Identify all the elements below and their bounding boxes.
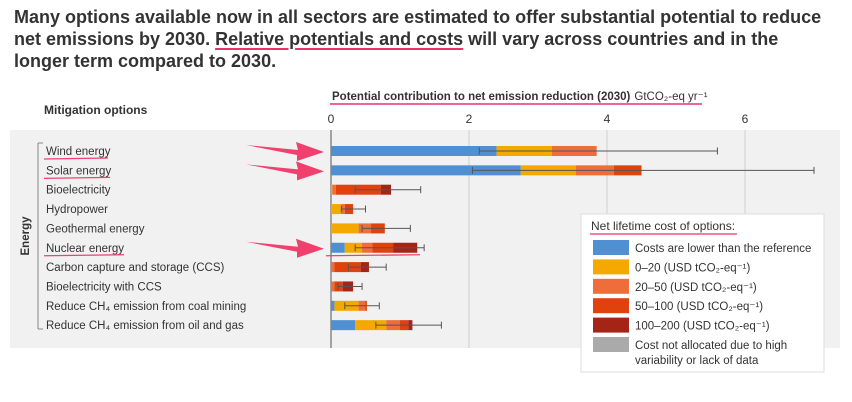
legend-swatch-c100_200 bbox=[593, 317, 629, 333]
group-label-energy: Energy bbox=[20, 216, 32, 256]
bar-segment-c50_100 bbox=[334, 262, 361, 273]
tick-label-6: 6 bbox=[742, 112, 749, 126]
bar-segment-lower bbox=[331, 300, 335, 311]
bar-segment-c0_20 bbox=[355, 320, 387, 331]
headline: Many options available now in all sector… bbox=[14, 6, 834, 72]
legend-label-c0_20: 0–20 (USD tCO₂-eq⁻¹) bbox=[635, 262, 751, 274]
legend-swatch-c0_20 bbox=[593, 259, 629, 275]
category-label: Solar energy bbox=[46, 165, 111, 177]
legend-label-c100_200: 100–200 (USD tCO₂-eq⁻¹) bbox=[635, 321, 770, 333]
highlight-underline-bar bbox=[325, 254, 421, 257]
bar-segment-c0_20 bbox=[331, 204, 342, 215]
tick-label-0: 0 bbox=[328, 112, 335, 126]
bar-segment-c0_20 bbox=[344, 242, 363, 253]
highlight-underline bbox=[43, 254, 125, 257]
bar-segment-c0_20 bbox=[331, 184, 333, 195]
legend-swatch-unallocated bbox=[593, 337, 629, 352]
highlight-arrow bbox=[246, 142, 324, 161]
options-header: Mitigation options bbox=[44, 103, 148, 117]
bar-segment-c0_20 bbox=[331, 223, 359, 234]
category-label: Reduce CH₄ emission from coal mining bbox=[46, 301, 246, 313]
highlight-arrow bbox=[246, 161, 324, 181]
tick-label-2: 2 bbox=[466, 112, 473, 126]
category-label: Geothermal energy bbox=[46, 223, 145, 235]
category-label: Hydropower bbox=[46, 204, 108, 216]
category-label: Reduce CH₄ emission from oil and gas bbox=[46, 320, 244, 332]
axis-title: Potential contribution to net emission r… bbox=[332, 91, 708, 103]
legend-label-lower: Costs are lower than the reference bbox=[635, 243, 811, 255]
category-label: Nuclear energy bbox=[46, 243, 124, 255]
legend-swatch-lower bbox=[593, 240, 629, 255]
bar-segment-lower bbox=[331, 242, 345, 253]
tick-label-4: 4 bbox=[604, 112, 611, 126]
bar-segment-c20_50 bbox=[331, 281, 335, 292]
bar-segment-lower bbox=[331, 165, 521, 176]
category-label: Bioelectricity with CCS bbox=[46, 281, 162, 293]
group-bracket bbox=[37, 142, 43, 330]
category-label: Carbon capture and storage (CCS) bbox=[46, 262, 225, 274]
category-label: Bioelectricity bbox=[46, 185, 111, 197]
legend-swatch-c50_100 bbox=[593, 298, 629, 314]
axis-unit: GtCO₂-eq yr⁻¹ bbox=[634, 91, 707, 103]
bar-segment-c20_50 bbox=[332, 184, 336, 195]
legend-label-c20_50: 20–50 (USD tCO₂-eq⁻¹) bbox=[635, 282, 757, 294]
legend-label-unallocated-line2: variability or lack of data bbox=[635, 355, 759, 367]
highlight-underline bbox=[43, 157, 109, 160]
headline-part1: Many options available now in all sector… bbox=[14, 7, 822, 49]
bar-segment-lower bbox=[331, 320, 356, 331]
axis-title-main: Potential contribution to net emission r… bbox=[332, 91, 631, 103]
highlight-arrow bbox=[246, 238, 324, 258]
legend-label-c50_100: 50–100 (USD tCO₂-eq⁻¹) bbox=[635, 301, 763, 313]
headline-highlight: Relative potentials and costs bbox=[215, 29, 464, 49]
legend-title: Net lifetime cost of options: bbox=[591, 219, 735, 233]
legend-label-unallocated: Cost not allocated due to high bbox=[635, 340, 787, 352]
highlight-underline bbox=[43, 176, 111, 179]
bar-segment-c20_50 bbox=[331, 262, 335, 273]
headline-part2: will vary across countries and in the lo… bbox=[14, 29, 779, 71]
bar-segment-lower bbox=[331, 146, 497, 156]
category-label: Wind energy bbox=[46, 146, 111, 158]
legend-swatch-c20_50 bbox=[593, 278, 629, 294]
